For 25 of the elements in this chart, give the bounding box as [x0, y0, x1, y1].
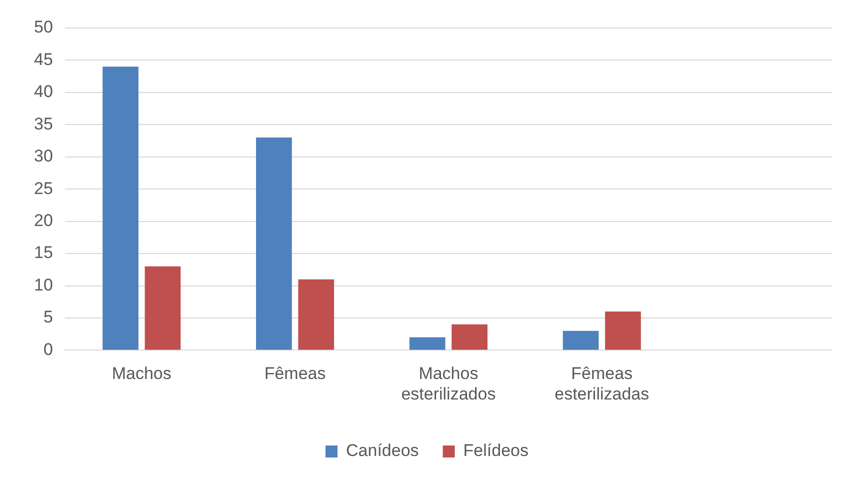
y-tick-label: 15 [34, 243, 53, 262]
y-tick-label: 5 [43, 308, 53, 327]
y-tick-label: 20 [34, 211, 53, 230]
bar [605, 312, 641, 350]
bar [144, 266, 181, 350]
bar [409, 337, 446, 350]
y-tick-label: 25 [34, 178, 53, 198]
bar [298, 279, 334, 350]
legend-label: Canídeos [346, 441, 419, 460]
y-tick-label: 35 [34, 114, 53, 134]
y-tick-label: 40 [34, 82, 53, 102]
bar [102, 66, 138, 350]
legend-label: Felídeos [463, 441, 528, 460]
y-tick-label: 0 [43, 340, 53, 359]
x-tick-label: Fêmeas [264, 364, 326, 384]
y-tick-label: 10 [34, 275, 53, 294]
bar [562, 330, 599, 350]
y-tick-label: 50 [34, 18, 53, 37]
x-tick-label: Machos esterilizados [401, 364, 496, 404]
bar [452, 324, 488, 350]
y-tick-label: 30 [34, 146, 53, 166]
x-tick-label: Machos [112, 364, 172, 384]
bar [256, 138, 292, 350]
x-tick-label: Fêmeas esterilizadas [554, 364, 650, 404]
y-tick-label: 45 [34, 50, 53, 69]
